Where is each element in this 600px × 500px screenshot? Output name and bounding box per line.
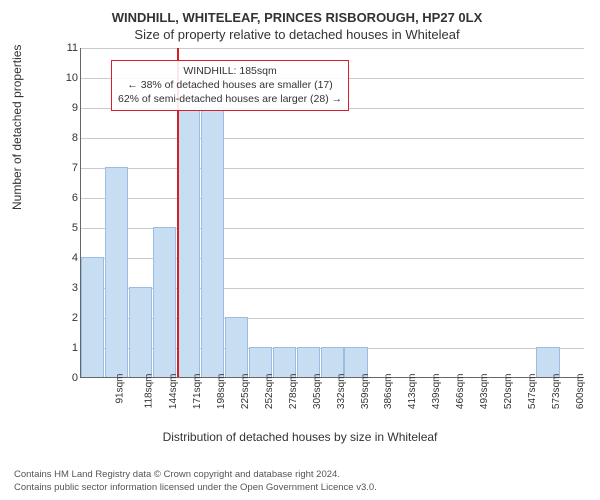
x-tick: 144sqm [168,374,179,410]
x-tick: 386sqm [384,374,395,410]
y-tick: 3 [54,282,78,294]
plot-area: WINDHILL: 185sqm ← 38% of detached house… [80,48,584,378]
bar [153,227,176,377]
x-tick: 439sqm [431,374,442,410]
footer-line-2: Contains public sector information licen… [14,482,377,493]
title-line-2: Size of property relative to detached ho… [8,27,586,42]
footer-line-1: Contains HM Land Registry data © Crown c… [14,469,340,480]
x-axis-label: Distribution of detached houses by size … [0,430,600,444]
y-tick: 7 [54,162,78,174]
y-tick: 11 [54,42,78,54]
bar [249,347,272,377]
x-tick: 278sqm [288,374,299,410]
y-tick: 8 [54,132,78,144]
y-tick: 0 [54,372,78,384]
x-tick: 171sqm [192,374,203,410]
y-tick: 1 [54,342,78,354]
bar [81,257,104,377]
x-tick: 573sqm [551,374,562,410]
x-tick: 252sqm [264,374,275,410]
x-tick: 413sqm [407,374,418,410]
x-tick: 225sqm [240,374,251,410]
bar [105,167,128,377]
annotation-line-3: 62% of semi-detached houses are larger (… [118,93,342,105]
x-tick: 91sqm [114,374,125,404]
x-tick: 547sqm [527,374,538,410]
bar [344,347,367,377]
bar [536,347,559,377]
x-tick: 118sqm [143,374,154,409]
x-tick: 332sqm [336,374,347,410]
footer: Contains HM Land Registry data © Crown c… [14,469,586,494]
title-line-1: WINDHILL, WHITELEAF, PRINCES RISBOROUGH,… [8,10,586,25]
annotation-line-2: ← 38% of detached houses are smaller (17… [127,79,332,91]
x-tick: 466sqm [455,374,466,410]
bar [273,347,296,377]
y-tick: 4 [54,252,78,264]
chart-area: 01234567891011 WINDHILL: 185sqm ← 38% of… [54,48,584,378]
bar [129,287,152,377]
y-tick: 6 [54,192,78,204]
annotation-line-1: WINDHILL: 185sqm [183,65,276,77]
chart-container: WINDHILL, WHITELEAF, PRINCES RISBOROUGH,… [0,0,600,500]
y-tick: 5 [54,222,78,234]
y-axis-label: Number of detached properties [10,45,24,210]
bar [321,347,344,377]
bar [201,107,224,377]
x-tick: 198sqm [216,374,227,410]
x-tick: 600sqm [575,374,586,410]
y-tick: 2 [54,312,78,324]
y-tick: 10 [54,72,78,84]
x-tick: 305sqm [312,374,323,410]
x-tick: 520sqm [503,374,514,410]
y-tick: 9 [54,102,78,114]
annotation-box: WINDHILL: 185sqm ← 38% of detached house… [111,60,349,111]
bar [225,317,248,377]
x-tick: 493sqm [479,374,490,410]
bar [177,107,200,377]
bar [297,347,320,377]
x-tick: 359sqm [360,374,371,410]
